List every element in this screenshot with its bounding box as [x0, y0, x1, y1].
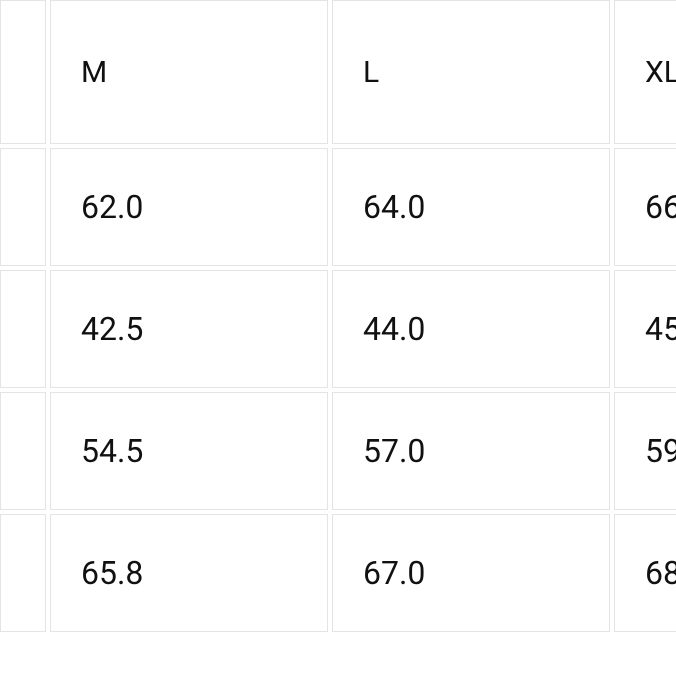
table-header-cell: M [50, 0, 328, 144]
cell-value: 42.5 [81, 310, 143, 348]
table-row: 62.0 64.0 66 [0, 148, 676, 266]
header-label: M [81, 55, 107, 90]
table-header-cell [0, 0, 46, 144]
cell-value: 65.8 [81, 554, 143, 592]
table-header-cell: L [332, 0, 610, 144]
table-cell: 66 [614, 148, 676, 266]
table-row: 54.5 57.0 59. [0, 392, 676, 510]
cell-value: 45 [645, 310, 676, 348]
table-cell: 45 [614, 270, 676, 388]
table-cell [0, 514, 46, 632]
table-cell: 65.8 [50, 514, 328, 632]
table-cell: 67.0 [332, 514, 610, 632]
table-header-row: M L XL [0, 0, 676, 144]
cell-value: 62.0 [81, 188, 143, 226]
table-cell: 54.5 [50, 392, 328, 510]
table-cell: 64.0 [332, 148, 610, 266]
size-chart-table: M L XL 62.0 64.0 66 42.5 44.0 45 54.5 57… [0, 0, 676, 636]
table-cell: 44.0 [332, 270, 610, 388]
cell-value: 67.0 [363, 554, 425, 592]
table-cell: 59. [614, 392, 676, 510]
header-label: L [363, 55, 379, 90]
table-cell [0, 148, 46, 266]
cell-value: 44.0 [363, 310, 425, 348]
table-viewport: M L XL 62.0 64.0 66 42.5 44.0 45 54.5 57… [0, 0, 676, 676]
table-header-cell: XL [614, 0, 676, 144]
table-cell: 42.5 [50, 270, 328, 388]
cell-value: 68 [645, 554, 676, 592]
table-cell: 57.0 [332, 392, 610, 510]
table-cell: 62.0 [50, 148, 328, 266]
table-row: 65.8 67.0 68 [0, 514, 676, 632]
cell-value: 66 [645, 188, 676, 226]
cell-value: 57.0 [363, 432, 425, 470]
cell-value: 54.5 [81, 432, 143, 470]
table-cell: 68 [614, 514, 676, 632]
cell-value: 64.0 [363, 188, 425, 226]
table-cell [0, 392, 46, 510]
cell-value: 59. [645, 432, 676, 470]
header-label: XL [645, 55, 676, 90]
table-cell [0, 270, 46, 388]
table-row: 42.5 44.0 45 [0, 270, 676, 388]
